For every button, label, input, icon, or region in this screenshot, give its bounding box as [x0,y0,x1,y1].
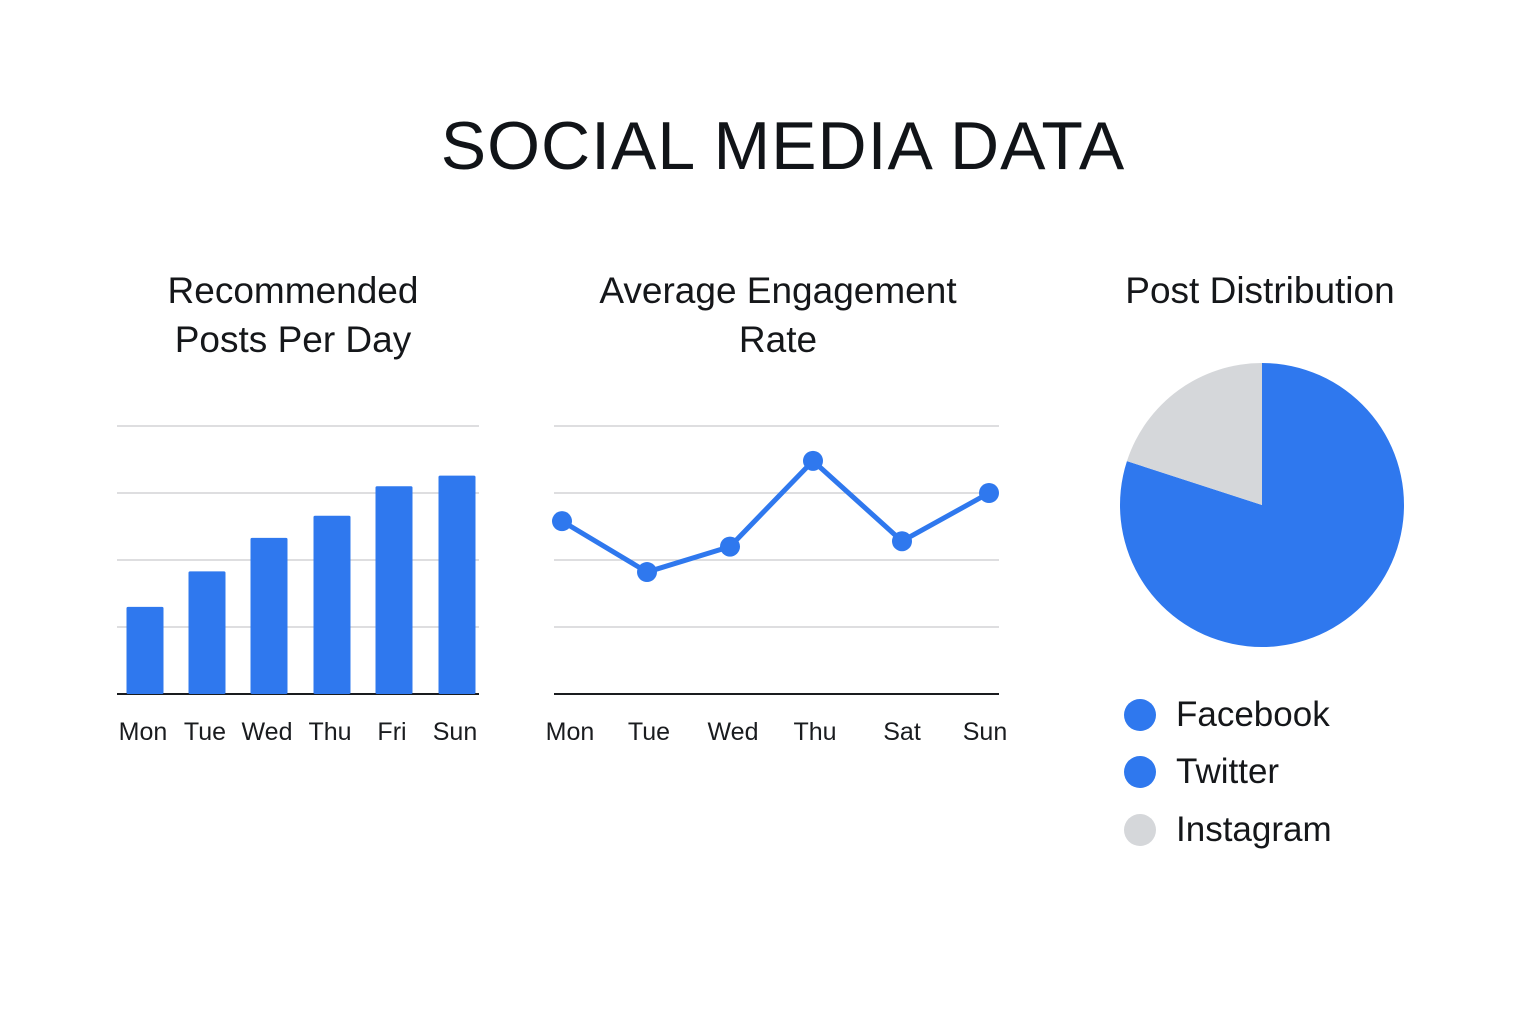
bar-tick-label-mon: Mon [119,718,168,746]
bar-mon [126,606,164,694]
legend-swatch-twitter [1124,756,1156,788]
line-point-sat [892,531,912,552]
legend-label-instagram: Instagram [1176,810,1332,849]
legend-item-twitter: Twitter [1124,752,1279,792]
bar-tick-label-fri: Fri [377,718,406,746]
legend-label-facebook: Facebook [1176,695,1330,734]
line-point-sun [979,483,999,503]
line-point-tue [637,562,657,583]
pie-slice-instagram [1126,363,1262,505]
legend-swatch-facebook [1124,699,1156,731]
line-chart-title: Average Engagement Rate [599,270,957,360]
line-tick-label-mon: Mon [546,718,595,746]
pie-chart-title: Post Distribution [1125,270,1395,311]
engagement-series-line [559,458,992,575]
bar-chart-title: Recommended Posts Per Day [167,270,419,360]
line-tick-label-sun: Sun [963,718,1007,746]
bar-fri [375,486,413,694]
line-point-thu [803,450,823,471]
bar-tick-label-wed: Wed [242,718,293,746]
bar-thu [313,515,351,694]
bar-tick-label-thu: Thu [308,718,351,746]
legend-item-facebook: Facebook [1124,695,1330,735]
line-tick-label-thu: Thu [793,718,836,746]
line-chart: Mon Tue Wed Thu Sat Sun [546,425,1007,746]
bar-chart: Mon Tue Wed Thu Fri Sun [117,425,479,746]
bar-tue [188,571,226,694]
legend-item-instagram: Instagram [1124,810,1332,850]
bar-tick-label-sun: Sun [433,718,477,746]
line-point-wed [720,536,740,557]
line-tick-label-wed: Wed [708,718,759,746]
legend-swatch-instagram [1124,814,1156,846]
legend-label-twitter: Twitter [1176,752,1280,791]
pie-chart [1119,363,1404,647]
line-point-mon [552,511,572,532]
page-title: SOCIAL MEDIA DATA [440,108,1126,184]
bar-sun [438,475,476,694]
bar-tick-label-tue: Tue [184,718,226,746]
bar-wed [250,537,288,694]
line-tick-label-sat: Sat [883,718,921,746]
line-tick-label-tue: Tue [628,718,670,746]
